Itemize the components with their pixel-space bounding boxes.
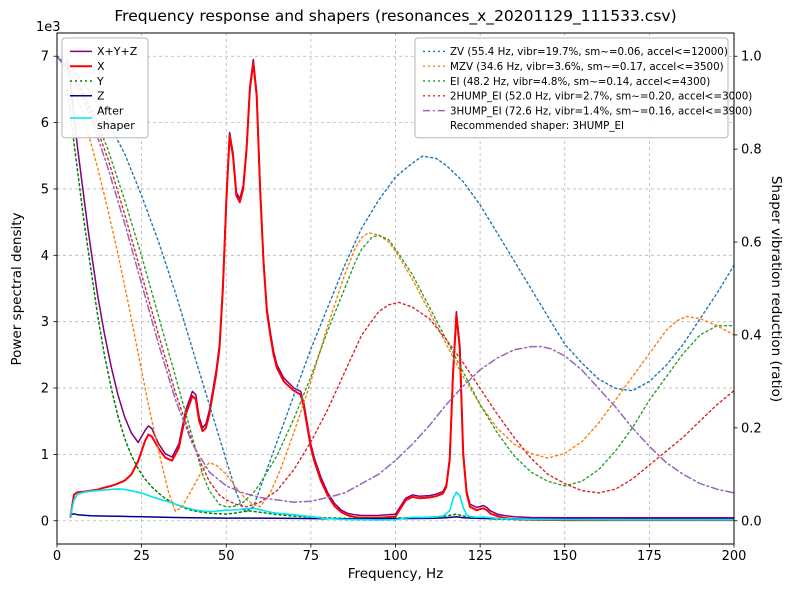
- y-left-tick-label: 2: [41, 382, 49, 397]
- series-layer: [57, 55, 734, 522]
- legend-shapers-label: EI (48.2 Hz, vibr=4.8%, sm~=0.14, accel<…: [450, 76, 710, 88]
- series-ei-line: [57, 55, 734, 508]
- y-left-tick-label: 5: [41, 182, 49, 197]
- x-tick-label: 75: [303, 549, 320, 564]
- legend-psd-label: After: [97, 104, 124, 117]
- ylabel-left: Power spectral density: [9, 212, 25, 366]
- y-axis-offset-label: 1e3: [36, 20, 61, 35]
- legend-shapers-label: 2HUMP_EI (52.0 Hz, vibr=2.7%, sm~=0.20, …: [450, 91, 752, 103]
- xlabel: Frequency, Hz: [347, 566, 444, 582]
- legend-psd-label: X: [97, 60, 105, 73]
- y-right-tick-label: 0.2: [741, 421, 762, 436]
- series-after-shaper-line: [69, 488, 734, 521]
- legend-shapers: ZV (55.4 Hz, vibr=19.7%, sm~=0.06, accel…: [414, 37, 752, 139]
- axes-ticks: 0 25 50 75 100 125 150 175 200 0 1 2 3 4 5 6 7 0.0 0.2 0.4 0…: [41, 50, 762, 564]
- y-right-tick-label: 0.4: [741, 328, 762, 343]
- legend-shapers-label: 3HUMP_EI (72.6 Hz, vibr=1.4%, sm~=0.16, …: [450, 105, 752, 117]
- series-zv-line: [57, 55, 734, 513]
- x-tick-label: 0: [53, 549, 61, 564]
- y-left-tick-label: 6: [41, 116, 49, 131]
- x-tick-label: 175: [637, 549, 662, 564]
- y-left-tick-label: 4: [41, 249, 49, 264]
- ylabel-right: Shaper vibration reduction (ratio): [768, 175, 784, 403]
- legend-shapers-label: MZV (34.6 Hz, vibr=3.6%, sm~=0.17, accel…: [450, 61, 724, 73]
- y-left-tick-label: 7: [41, 50, 49, 65]
- series-y-line: [66, 88, 734, 521]
- x-tick-label: 125: [468, 549, 493, 564]
- y-right-tick-label: 0.0: [741, 514, 762, 529]
- chart-title: Frequency response and shapers (resonanc…: [114, 7, 677, 25]
- y-right-tick-label: 0.8: [741, 143, 762, 158]
- y-left-tick-label: 0: [41, 514, 49, 529]
- y-right-tick-label: 1.0: [741, 50, 762, 65]
- x-tick-label: 200: [722, 549, 747, 564]
- series-mzv-line: [57, 55, 734, 513]
- x-tick-label: 100: [383, 549, 408, 564]
- series-3hump-ei-line: [57, 55, 734, 503]
- legend-shapers-label: Recommended shaper: 3HUMP_EI: [450, 120, 624, 132]
- legend-psd-label: shaper: [97, 119, 135, 132]
- y-left-tick-label: 3: [41, 315, 49, 330]
- x-tick-label: 25: [133, 549, 150, 564]
- y-right-tick-label: 0.6: [741, 236, 762, 251]
- series-2hump-ei-line: [57, 55, 734, 508]
- legend-psd-label: Y: [96, 75, 104, 88]
- series-x-line: [69, 61, 734, 522]
- legend-shapers-label: ZV (55.4 Hz, vibr=19.7%, sm~=0.06, accel…: [450, 46, 728, 58]
- legend-psd-label: Z: [97, 90, 105, 103]
- x-tick-label: 150: [552, 549, 577, 564]
- x-tick-label: 50: [218, 549, 235, 564]
- y-left-tick-label: 1: [41, 448, 49, 463]
- legend-psd-label: X+Y+Z: [97, 45, 138, 58]
